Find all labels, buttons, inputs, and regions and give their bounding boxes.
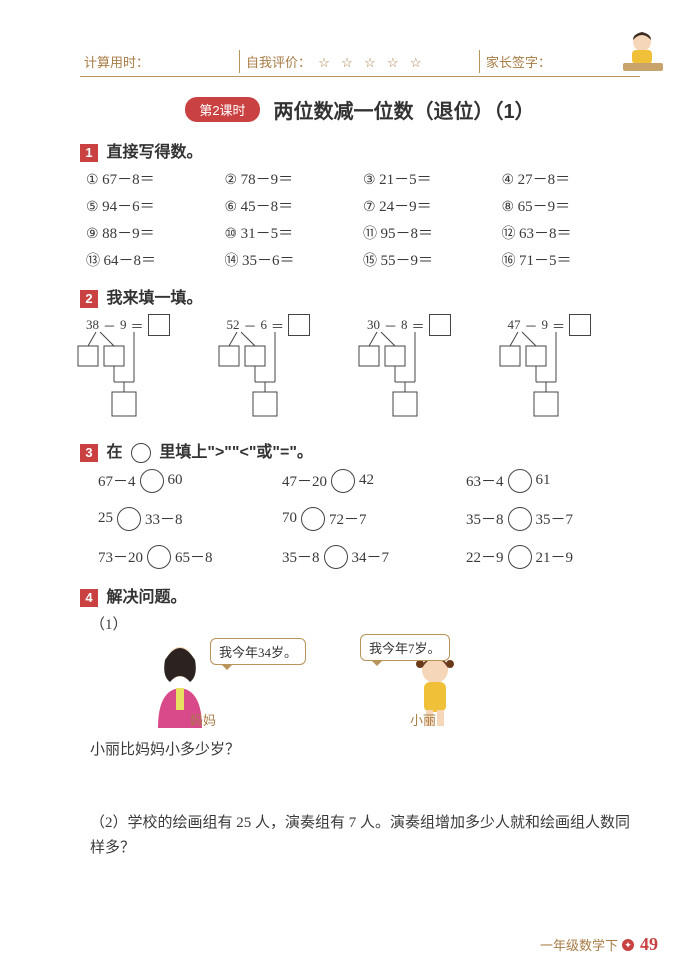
eval-stars: ☆ ☆ ☆ ☆ ☆ [318,55,425,71]
compare-circle [301,507,325,531]
q2-title: 我来填一填。 [106,290,202,307]
self-eval: 自我评价： ☆ ☆ ☆ ☆ ☆ [240,50,480,73]
compare-circle [508,545,532,569]
mom-label: 妈妈 [190,710,216,729]
compare-circle [324,545,348,569]
lesson-pill: 第2课时 [185,97,259,122]
q1-item: ① 67－8＝ [86,168,225,189]
compare-item: 22－921－9 [466,545,640,569]
q1-item: ⑤ 94－6＝ [86,195,225,216]
q3-title-prefix: 在 [106,444,122,461]
self-eval-label: 自我评价： [246,55,311,70]
question-4: 4 解决问题。 （1） 我今年34岁。 妈妈 我今年7岁。 小丽 [80,583,640,862]
q1-grid: ① 67－8＝② 78－9＝③ 21－5＝④ 27－8＝ ⑤ 94－6＝⑥ 45－… [86,168,640,270]
q1-item: ③ 21－5＝ [363,168,502,189]
q1-item: ② 78－9＝ [225,168,364,189]
compare-circle [508,469,532,493]
compare-circle [147,545,171,569]
q4-sub1-question: 小丽比妈妈小多少岁？ [90,738,640,759]
q1-item: ⑫ 63－8＝ [502,222,641,243]
compare-item: 73－2065－8 [98,545,272,569]
compare-circle [117,507,141,531]
teacher-icon [615,28,670,73]
qnum-2: 2 [80,290,98,308]
mom-speech: 我今年34岁。 [210,638,306,665]
q1-title: 直接写得数。 [106,144,202,161]
q1-item: ⑦ 24－9＝ [363,195,502,216]
q1-item: ⑪ 95－8＝ [363,222,502,243]
question-3: 3 在 里填上">""<"或"="。 67－460 47－2042 63－461 25… [80,438,640,569]
compare-circle [331,469,355,493]
decomp-tree: 30－8＝ [367,314,500,424]
compare-item: 2533－8 [98,507,272,531]
q3-grid: 67－460 47－2042 63－461 2533－8 7072－7 35－835－7 7… [98,469,640,569]
q1-item: ⑯ 71－5＝ [502,249,641,270]
lesson-title: 两位数减一位数（退位）（1） [274,95,535,124]
decomp-tree: 52－6＝ [227,314,360,424]
compare-item: 47－2042 [282,469,456,493]
compare-item: 67－460 [98,469,272,493]
footer: 一年级数学下 ✦ 49 [540,934,658,955]
q4-sub1-label: （1） [90,613,640,634]
footer-grade: 一年级数学下 [540,935,618,954]
q1-item: ⑬ 64－8＝ [86,249,225,270]
footer-dot-icon: ✦ [622,939,634,951]
compare-item: 35－835－7 [466,507,640,531]
q1-item: ⑮ 55－9＝ [363,249,502,270]
timer-label: 计算用时： [80,50,240,73]
qnum-3: 3 [80,444,98,462]
compare-item: 7072－7 [282,507,456,531]
question-2: 2 我来填一填。 38－9＝52－6＝30－8＝47－9＝ [80,284,640,424]
footer-page: 49 [640,934,658,955]
q2-row: 38－9＝52－6＝30－8＝47－9＝ [86,314,640,424]
decomp-tree: 47－9＝ [508,314,641,424]
qnum-4: 4 [80,589,98,607]
q4-sub2: （2）学校的绘画组有 25 人，演奏组有 7 人。演奏组增加多少人就和绘画组人数… [90,811,640,862]
girl-label: 小丽 [410,710,436,729]
q1-item: ④ 27－8＝ [502,168,641,189]
lesson-title-row: 第2课时 两位数减一位数（退位）（1） [80,95,640,124]
circle-blank-title [131,443,151,463]
compare-item: 35－834－7 [282,545,456,569]
q1-item: ⑧ 65－9＝ [502,195,641,216]
q4-illustration: 我今年34岁。 妈妈 我今年7岁。 小丽 [100,634,640,734]
compare-circle [140,469,164,493]
compare-item: 63－461 [466,469,640,493]
compare-circle [508,507,532,531]
q1-item: ⑭ 35－6＝ [225,249,364,270]
q1-item: ⑥ 45－8＝ [225,195,364,216]
q1-item: ⑨ 88－9＝ [86,222,225,243]
header-bar: 计算用时： 自我评价： ☆ ☆ ☆ ☆ ☆ 家长签字： [80,50,640,77]
q3-title-suffix: 里填上">""<"或"="。 [159,444,313,461]
decomp-tree: 38－9＝ [86,314,219,424]
q1-item: ⑩ 31－5＝ [225,222,364,243]
qnum-1: 1 [80,144,98,162]
question-1: 1 直接写得数。 ① 67－8＝② 78－9＝③ 21－5＝④ 27－8＝ ⑤ 9… [80,138,640,270]
girl-speech: 我今年7岁。 [360,634,450,661]
q4-title: 解决问题。 [106,589,186,606]
